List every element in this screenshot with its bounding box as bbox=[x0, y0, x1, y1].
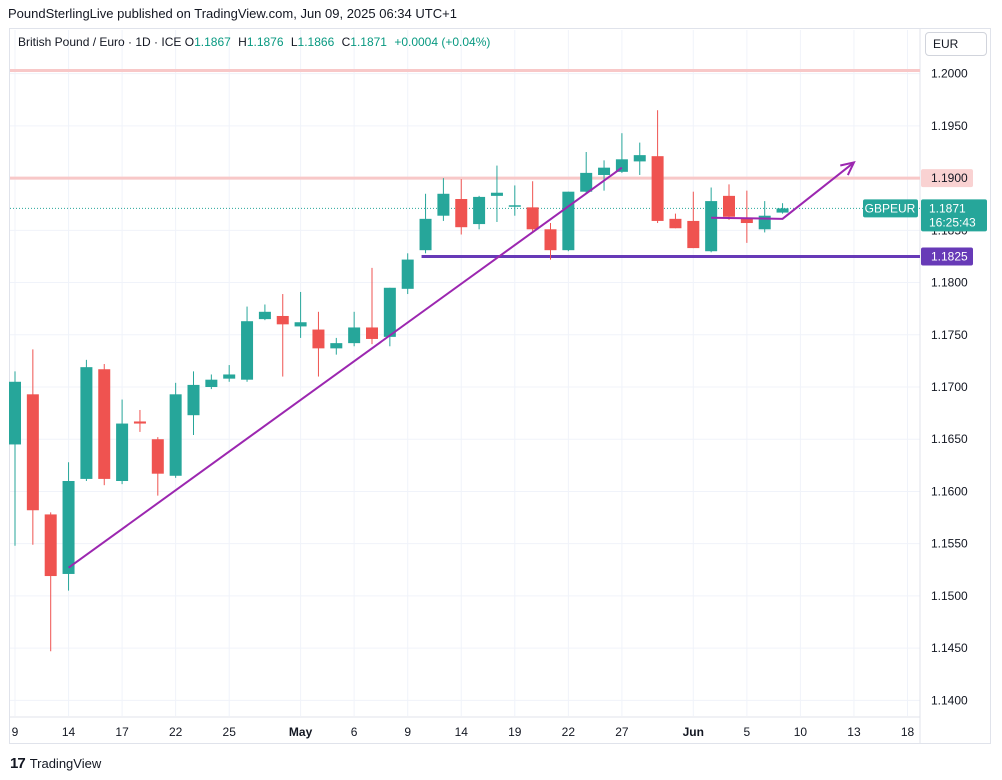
legend-open-value: 1.1867 bbox=[194, 35, 231, 49]
candle-body bbox=[44, 514, 57, 577]
candle-body bbox=[580, 172, 593, 192]
legend-low-value: 1.1866 bbox=[297, 35, 335, 49]
x-tick-label: 27 bbox=[615, 725, 629, 739]
support-price-tag bbox=[921, 247, 973, 266]
y-tick-label: 1.1450 bbox=[931, 641, 968, 655]
x-tick-label: 5 bbox=[744, 725, 751, 739]
candle-body bbox=[473, 196, 486, 225]
candle-body bbox=[312, 329, 325, 349]
symbol-tag-bg bbox=[863, 199, 918, 218]
tradingview-brand-text: TradingView bbox=[29, 756, 102, 771]
y-tick-label: 1.1750 bbox=[931, 328, 968, 342]
x-tick-label: Jun bbox=[683, 725, 704, 739]
projection-path bbox=[711, 161, 855, 220]
bar-countdown: 16:25:43 bbox=[929, 215, 976, 229]
candle-body bbox=[98, 369, 111, 479]
x-tick-label: 22 bbox=[562, 725, 576, 739]
x-tick-label: 14 bbox=[455, 725, 469, 739]
y-tick-label: 1.1550 bbox=[931, 537, 968, 551]
legend-open-label: O bbox=[184, 35, 195, 49]
candle-body bbox=[80, 367, 93, 479]
candle-body bbox=[383, 287, 396, 337]
candle-body bbox=[776, 208, 789, 213]
legend-change: +0.0004 (+0.04%) bbox=[394, 35, 491, 49]
candle-body bbox=[241, 321, 254, 380]
y-tick-label: 1.1600 bbox=[931, 484, 968, 498]
candle-body bbox=[544, 229, 557, 251]
legend-close-label: C bbox=[341, 35, 351, 49]
ohlc-legend: British Pound / Euro · 1D · ICE O1.1867 … bbox=[18, 35, 494, 49]
candle-body bbox=[348, 327, 361, 344]
candle-body bbox=[116, 423, 129, 481]
y-tick-label: 1.1950 bbox=[931, 119, 968, 133]
candle-body bbox=[294, 322, 307, 327]
legend-close-value: 1.1871 bbox=[350, 35, 387, 49]
y-tick-label: 1.1800 bbox=[931, 276, 968, 290]
x-tick-label: 6 bbox=[351, 725, 358, 739]
candle-body bbox=[62, 481, 75, 574]
projection-arrowhead bbox=[840, 161, 856, 176]
x-tick-label: 19 bbox=[508, 725, 522, 739]
currency-button[interactable]: EUR bbox=[925, 32, 987, 56]
candle-body bbox=[26, 394, 39, 511]
candle-body bbox=[508, 205, 521, 207]
candle-body bbox=[598, 167, 611, 175]
candle-body bbox=[490, 192, 503, 196]
candle-body bbox=[276, 315, 289, 325]
candle-body bbox=[223, 374, 236, 379]
candle-body bbox=[740, 218, 753, 224]
tradingview-logo-icon: 17 bbox=[10, 755, 26, 772]
symbol-tag: GBPEUR bbox=[865, 201, 916, 215]
legend-symbol: British Pound / Euro · 1D · ICE bbox=[18, 35, 182, 49]
y-tick-label: 1.1650 bbox=[931, 432, 968, 446]
y-tick-label: 1.1500 bbox=[931, 589, 968, 603]
last-price-tag bbox=[921, 199, 987, 232]
candle-body bbox=[437, 193, 450, 216]
y-tick-label: 1.1700 bbox=[931, 380, 968, 394]
x-tick-label: 13 bbox=[847, 725, 861, 739]
candle-body bbox=[205, 379, 218, 387]
x-tick-label: 22 bbox=[169, 725, 183, 739]
candle-body bbox=[455, 199, 468, 228]
candle-body bbox=[9, 381, 21, 445]
candle-body bbox=[401, 259, 414, 289]
candle-body bbox=[687, 220, 700, 249]
support-price-label: 1.1825 bbox=[931, 249, 968, 263]
y-tick-label: 1.1400 bbox=[931, 693, 968, 707]
resistance-price-label: 1.1900 bbox=[931, 171, 968, 185]
x-tick-label: 9 bbox=[404, 725, 411, 739]
last-price-value: 1.1871 bbox=[929, 201, 966, 215]
footer-brand[interactable]: 17 TradingView bbox=[10, 755, 101, 772]
x-tick-label: 18 bbox=[901, 725, 915, 739]
legend-high-label: H bbox=[238, 35, 247, 49]
x-tick-label: May bbox=[289, 725, 313, 739]
candle-body bbox=[526, 207, 539, 230]
x-tick-label: 10 bbox=[794, 725, 808, 739]
candle-body bbox=[651, 156, 664, 221]
candle-body bbox=[151, 439, 164, 474]
resistance-price-tag bbox=[921, 169, 973, 188]
candle-body bbox=[258, 311, 271, 320]
candle-body bbox=[187, 384, 200, 416]
y-tick-label: 1.2000 bbox=[931, 67, 968, 81]
legend-low-label: L bbox=[290, 35, 298, 49]
candle-body bbox=[669, 218, 682, 229]
candle-body bbox=[633, 155, 646, 162]
x-tick-label: 25 bbox=[223, 725, 237, 739]
legend-high-value: 1.1876 bbox=[246, 35, 284, 49]
candle-body bbox=[366, 327, 378, 339]
x-tick-label: 17 bbox=[115, 725, 129, 739]
candle-body bbox=[705, 201, 718, 252]
candle-body bbox=[169, 394, 182, 476]
publisher-line: PoundSterlingLive published on TradingVi… bbox=[8, 6, 457, 21]
x-tick-label: 9 bbox=[12, 725, 19, 739]
x-tick-label: 14 bbox=[62, 725, 76, 739]
candle-body bbox=[330, 343, 343, 349]
candle-body bbox=[133, 421, 146, 424]
candle-body bbox=[419, 218, 432, 251]
uptrend-line bbox=[67, 166, 623, 569]
candle-body bbox=[723, 195, 735, 217]
candle-body bbox=[562, 191, 575, 251]
